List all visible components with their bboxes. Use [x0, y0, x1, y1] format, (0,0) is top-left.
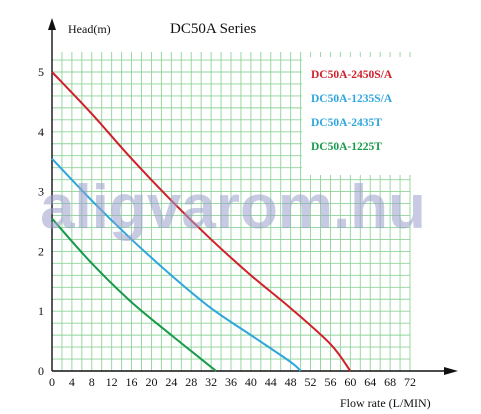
curve-dc50a-1235s-a [51, 158, 302, 372]
legend-box [302, 57, 412, 175]
y-axis-arrow [48, 18, 56, 30]
y-tick-label: 3 [38, 185, 44, 199]
legend-item-dc50a-2450s-a: DC50A-2450S/A [311, 69, 393, 81]
x-tick-label: 64 [364, 375, 376, 389]
x-tick-label: 20 [145, 375, 157, 389]
x-tick-label: 8 [89, 375, 95, 389]
y-axis-title: Head(m) [68, 22, 111, 36]
watermark: aligvarom.hu [40, 173, 426, 242]
legend-item-dc50a-2435t: DC50A-2435T [311, 117, 382, 129]
axes [48, 18, 458, 375]
x-axis-title: Flow rate (L/MIN) [340, 396, 431, 410]
y-tick-label: 0 [38, 364, 44, 378]
x-tick-label: 12 [106, 375, 118, 389]
x-axis-arrow [444, 367, 458, 375]
curve-dc50a-2450s-a [51, 71, 352, 372]
x-tick-label: 72 [404, 375, 416, 389]
curves [51, 71, 352, 372]
x-tick-label: 32 [205, 375, 217, 389]
tick-labels: 0 4 8 12 16 20 24 28 32 36 40 44 48 52 56 60 64 68 7201234… [38, 65, 416, 389]
legend-item-dc50a-1235s-a: DC50A-1235S/A [311, 93, 393, 105]
x-tick-label: 48 [285, 375, 297, 389]
x-tick-label: 52 [305, 375, 317, 389]
x-tick-label: 40 [245, 375, 257, 389]
x-tick-label: 0 [49, 375, 55, 389]
x-tick-label: 4 [69, 375, 75, 389]
x-tick-label: 44 [265, 375, 277, 389]
x-tick-label: 36 [225, 375, 237, 389]
x-tick-label: 16 [126, 375, 138, 389]
y-tick-label: 4 [38, 125, 44, 139]
y-tick-label: 1 [38, 304, 44, 318]
legend-item-dc50a-1225t: DC50A-1225T [311, 141, 382, 153]
x-tick-label: 56 [324, 375, 336, 389]
x-tick-label: 60 [344, 375, 356, 389]
y-tick-label: 5 [38, 65, 44, 79]
x-tick-label: 24 [165, 375, 177, 389]
chart-title: DC50A Series [170, 21, 256, 37]
x-tick-label: 68 [384, 375, 396, 389]
legend: DC50A-2450S/A DC50A-1235S/A DC50A-2435T DC5… [311, 69, 393, 153]
y-tick-label: 2 [38, 244, 44, 258]
x-tick-label: 28 [185, 375, 197, 389]
curve-dc50a-1225t [51, 217, 217, 372]
